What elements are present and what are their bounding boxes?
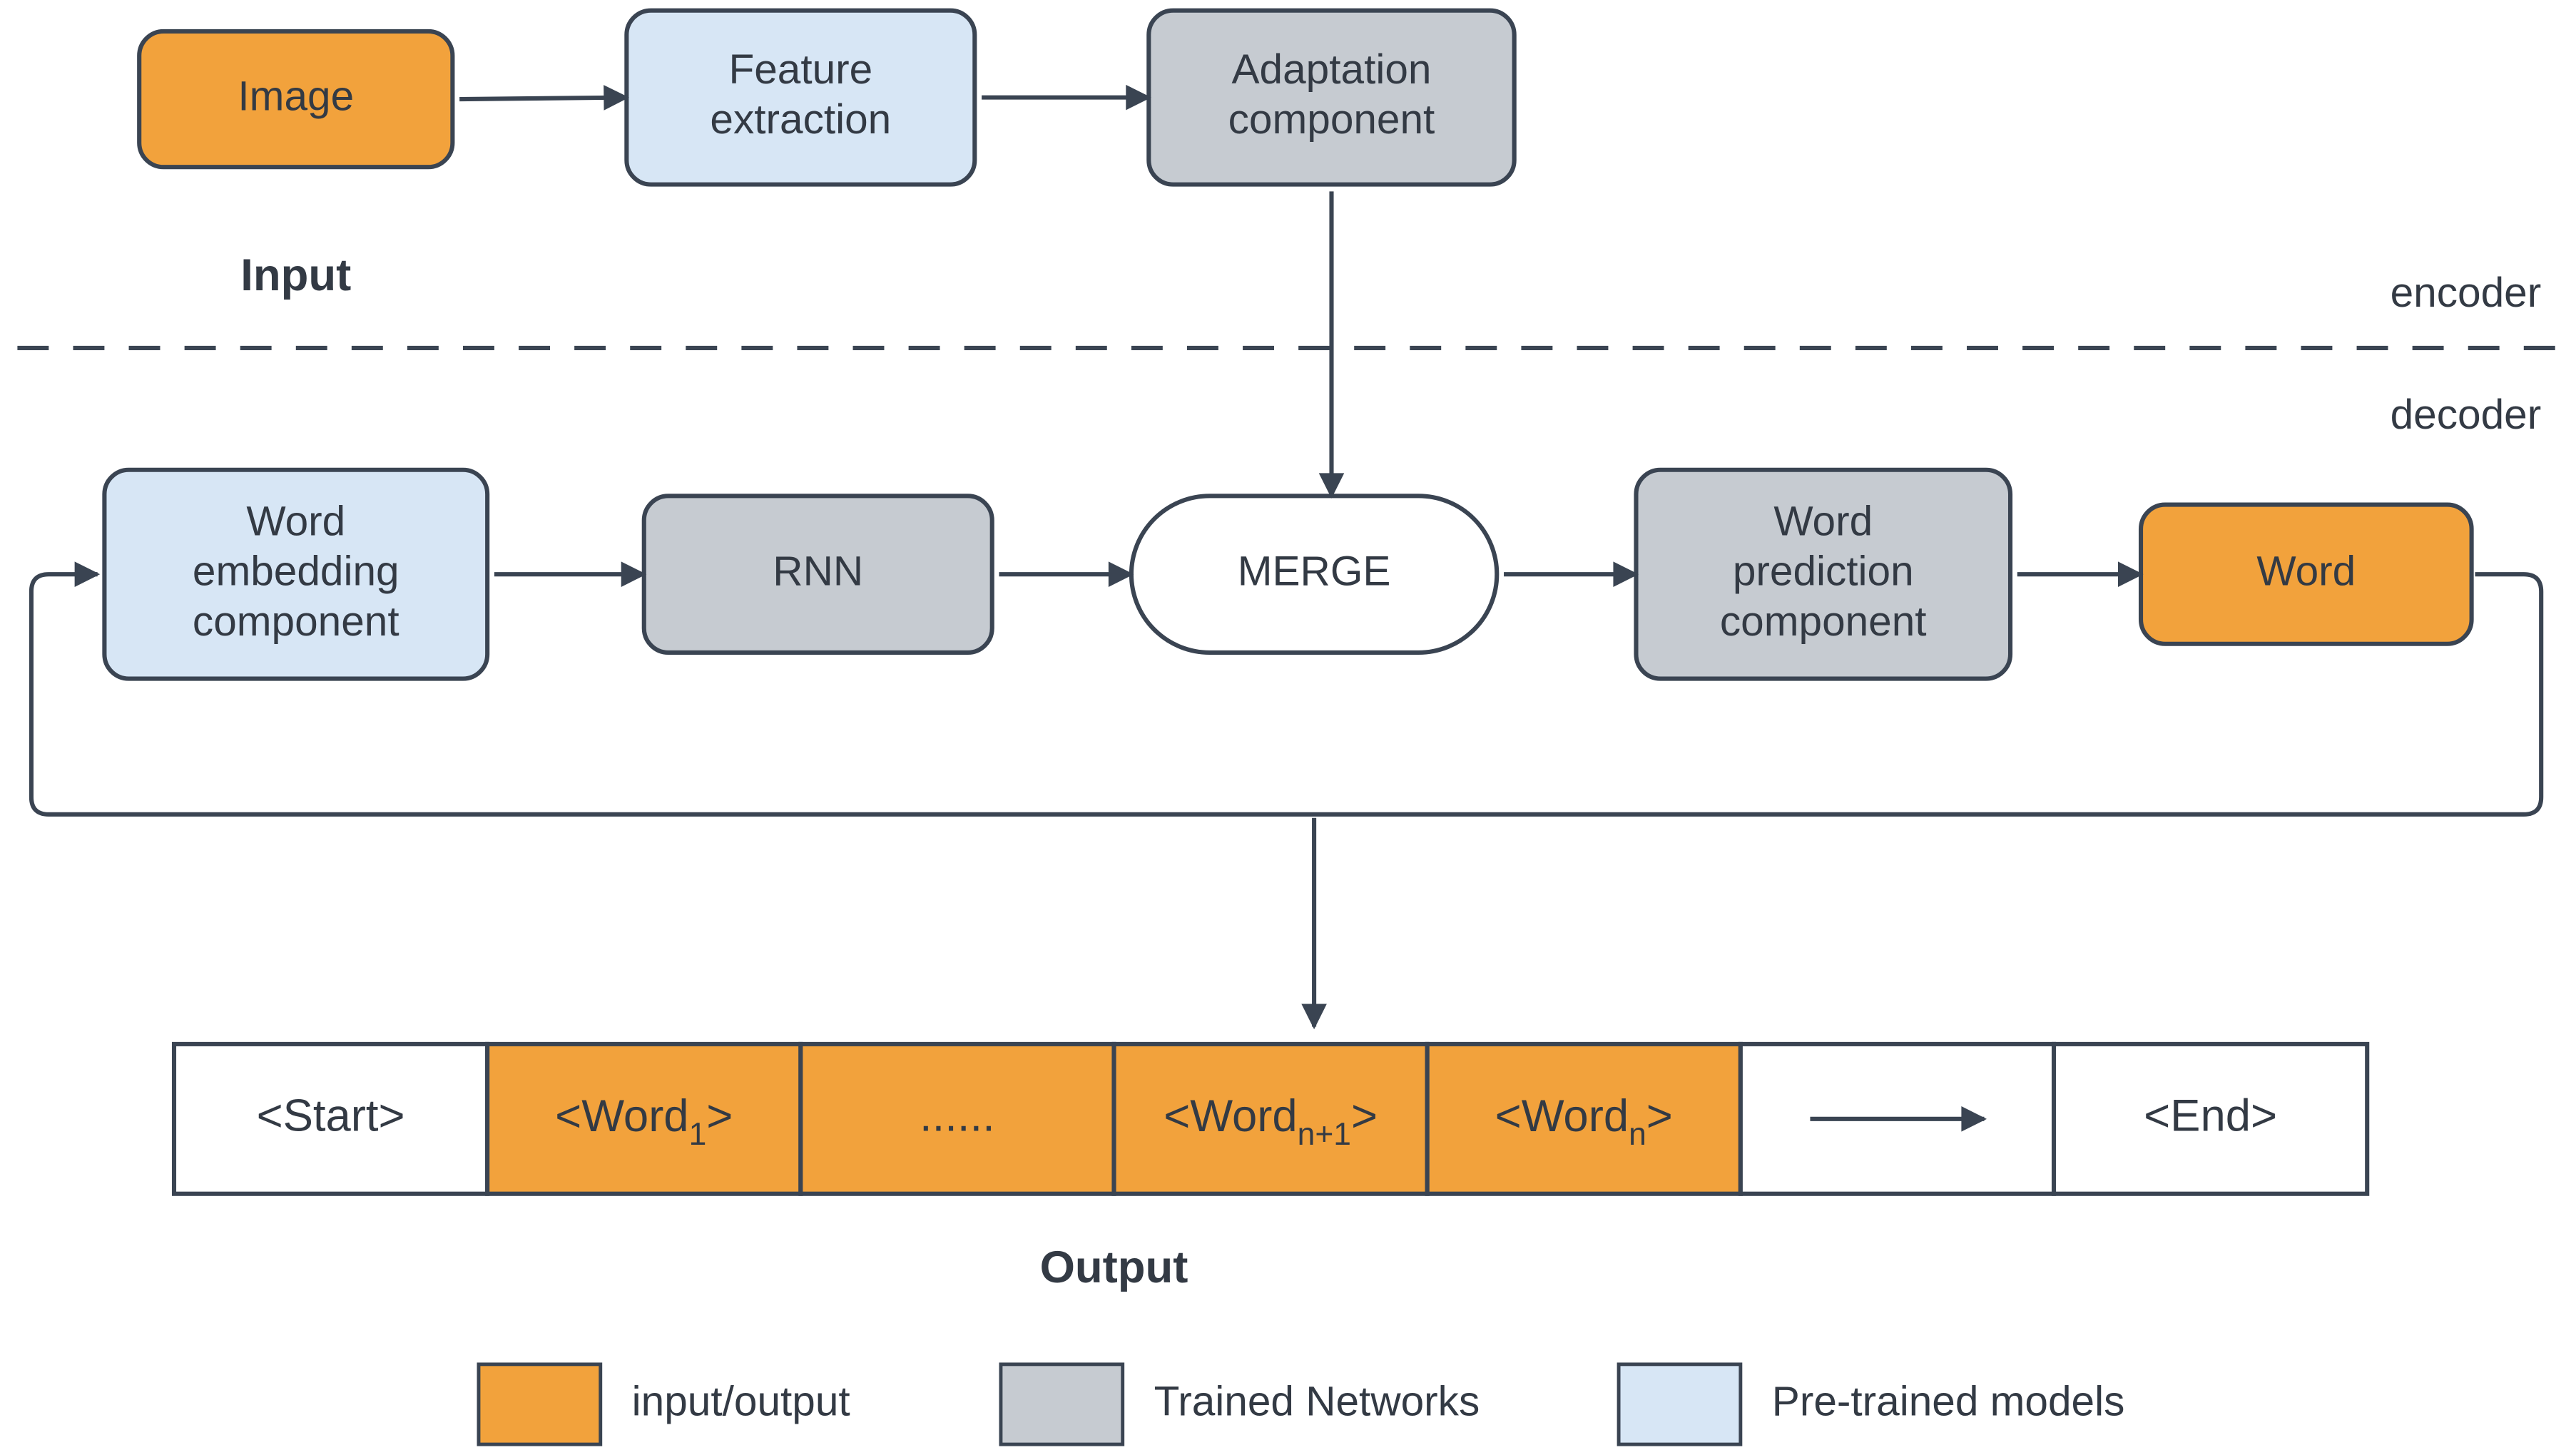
output-cell-6: <End> (2054, 1044, 2367, 1194)
label-decoder: decoder (2391, 392, 2542, 438)
label-output: Output (1040, 1242, 1188, 1292)
node-image: Image (139, 31, 452, 167)
output-cell-4: <Wordn> (1427, 1044, 1741, 1194)
output-cell-6-label: <End> (2144, 1091, 2277, 1141)
node-adapt-label: component (1228, 96, 1435, 143)
label-input: Input (240, 250, 351, 300)
node-word-label: Word (2256, 548, 2356, 595)
node-feat-label: Feature (728, 46, 872, 93)
node-wordpred: Wordpredictioncomponent (1636, 470, 2010, 679)
diagram-root: ImageFeatureextractionAdaptationcomponen… (0, 0, 2576, 1455)
output-cell-5 (1741, 1044, 2054, 1194)
node-wordemb-label: embedding (193, 548, 399, 595)
output-cell-3: <Wordn+1> (1114, 1044, 1427, 1194)
legend-item-2-label: Pre-trained models (1772, 1378, 2125, 1424)
node-feat: Featureextraction (626, 11, 974, 185)
node-wordpred-label: Word (1773, 498, 1873, 544)
node-adapt-label: Adaptation (1232, 46, 1432, 93)
node-rnn: RNN (644, 496, 992, 653)
legend-item-0: input/output (479, 1364, 850, 1444)
node-rnn-label: RNN (773, 548, 863, 595)
node-wordemb: Wordembeddingcomponent (104, 470, 487, 679)
output-cell-0-label: <Start> (257, 1091, 405, 1141)
legend-item-1: Trained Networks (1001, 1364, 1480, 1444)
output-cell-1: <Word1> (487, 1044, 800, 1194)
label-encoder: encoder (2391, 270, 2542, 316)
node-wordpred-label: component (1720, 598, 1927, 645)
node-feat-label: extraction (710, 96, 891, 143)
arrow-image-to-feat (459, 98, 626, 99)
node-image-label: Image (238, 73, 354, 120)
output-cell-2: ...... (800, 1044, 1114, 1194)
node-wordemb-label: Word (246, 498, 345, 544)
legend-item-2: Pre-trained models (1619, 1364, 2124, 1444)
node-merge: MERGE (1131, 496, 1497, 653)
legend-item-1-label: Trained Networks (1154, 1378, 1480, 1424)
node-wordemb-label: component (193, 598, 399, 645)
node-adapt: Adaptationcomponent (1149, 11, 1514, 185)
node-wordpred-label: prediction (1733, 548, 1914, 595)
node-merge-label: MERGE (1238, 548, 1391, 595)
node-word: Word (2141, 505, 2472, 644)
legend-item-0-label: input/output (632, 1378, 850, 1424)
output-cell-2-label: ...... (920, 1091, 995, 1141)
output-cell-0: <Start> (174, 1044, 487, 1194)
